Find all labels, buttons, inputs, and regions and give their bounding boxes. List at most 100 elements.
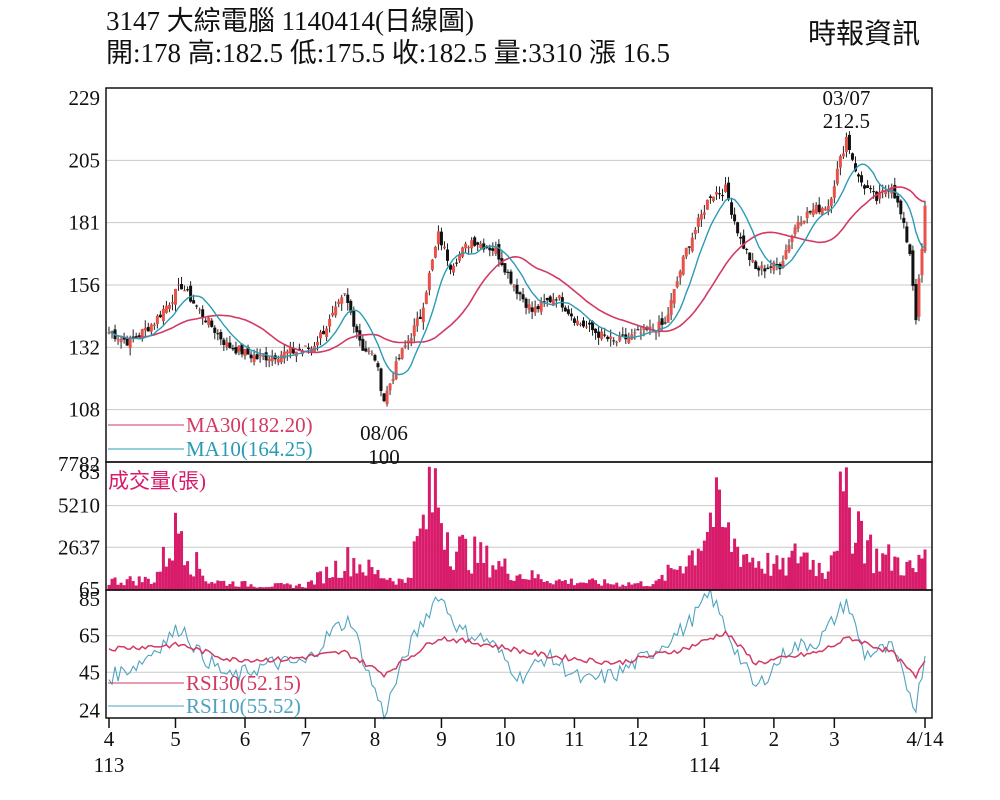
volume-bar (690, 550, 694, 590)
x-tick-label: 11 (564, 727, 584, 751)
candle-body (506, 271, 510, 273)
candle-body (464, 243, 468, 249)
price-tick-label: 181 (69, 211, 101, 235)
candle-body (355, 326, 359, 333)
candle-body (397, 358, 401, 360)
x-tick-label: 3 (829, 727, 840, 751)
volume-bar (721, 526, 725, 590)
candle-body (717, 193, 721, 195)
candle-body (757, 267, 761, 271)
volume-bar (216, 580, 220, 590)
candle-body (116, 339, 120, 341)
candle-body (430, 259, 434, 270)
volume-bar (787, 557, 791, 590)
volume-bar (449, 566, 453, 590)
candle-body (657, 321, 661, 333)
volume-bar (724, 527, 728, 590)
volume-bar (279, 582, 283, 590)
candle-body (512, 286, 516, 288)
candle-body (210, 320, 214, 327)
legend-label: MA30(182.20) (186, 413, 313, 437)
volume-bar (844, 467, 848, 590)
candle-body (509, 271, 513, 284)
candle-body (923, 205, 927, 252)
volume-bar (297, 583, 301, 590)
candle-body (588, 322, 592, 325)
volume-bar (790, 550, 794, 590)
volume-bar (521, 578, 525, 590)
candle-body (678, 271, 682, 278)
candle-body (733, 214, 737, 222)
volume-bar (222, 580, 226, 590)
candle-body (442, 246, 446, 249)
candle-body (367, 350, 371, 352)
volume-bar (488, 577, 492, 590)
volume-bar (657, 579, 661, 590)
candle-body (137, 335, 141, 337)
volume-bar (585, 583, 589, 590)
volume-bar (805, 552, 809, 590)
volume-bar (666, 564, 670, 590)
volume-bar (872, 573, 876, 590)
volume-bar (349, 576, 353, 590)
volume-tick-label: 2637 (58, 535, 100, 559)
volume-bar (769, 575, 773, 590)
rsi-tick-label: 45 (79, 660, 100, 684)
volume-bar (485, 545, 489, 590)
volume-bar (639, 581, 643, 590)
volume-bar (911, 568, 915, 590)
candle-body (769, 266, 773, 268)
candle-body (742, 235, 746, 249)
candle-body (811, 209, 815, 215)
candle-body (627, 337, 631, 343)
candle-body (542, 301, 546, 303)
volume-bar (875, 548, 879, 590)
volume-bar (337, 577, 341, 590)
candle-body (421, 307, 425, 323)
candle-body (609, 336, 613, 339)
volume-bar (479, 542, 483, 590)
volume-bar (467, 570, 471, 590)
volume-bar (730, 551, 734, 590)
candle-body (857, 174, 861, 177)
candle-body (666, 314, 670, 323)
x-tick-label: 12 (627, 727, 648, 751)
candle-body (222, 339, 226, 345)
volume-bar (835, 550, 839, 590)
candle-body (600, 331, 604, 339)
volume-bar (180, 531, 184, 590)
candle-body (361, 339, 365, 351)
candle-body (494, 247, 498, 254)
candle-body (760, 265, 764, 269)
volume-bar (288, 584, 292, 590)
volume-bar (591, 578, 595, 590)
volume-bar (282, 584, 286, 590)
volume-bar (627, 582, 631, 590)
volume-bar (869, 534, 873, 590)
candle-body (282, 351, 286, 359)
candle-body (829, 198, 833, 206)
volume-bar (660, 574, 664, 590)
volume-bar (696, 548, 700, 590)
volume-bar (826, 571, 830, 590)
candle-body (433, 246, 437, 258)
volume-bar (850, 553, 854, 590)
volume-bar (497, 561, 501, 590)
volume-bar (234, 586, 238, 590)
volume-bar (609, 584, 613, 590)
volume-bar (545, 581, 549, 590)
volume-bar (464, 538, 468, 590)
candle-body (784, 250, 788, 259)
candle-body (518, 292, 522, 295)
candle-body (675, 281, 679, 288)
volume-bar (455, 551, 459, 590)
x-tick-label: 5 (170, 727, 181, 751)
volume-bar (225, 585, 229, 590)
candle-body (727, 182, 731, 200)
volume-bar (164, 566, 168, 590)
volume-bar (751, 557, 755, 590)
volume-bar (400, 579, 404, 590)
candle-body (702, 212, 706, 215)
volume-bar (379, 578, 383, 590)
volume-bar (427, 466, 431, 590)
